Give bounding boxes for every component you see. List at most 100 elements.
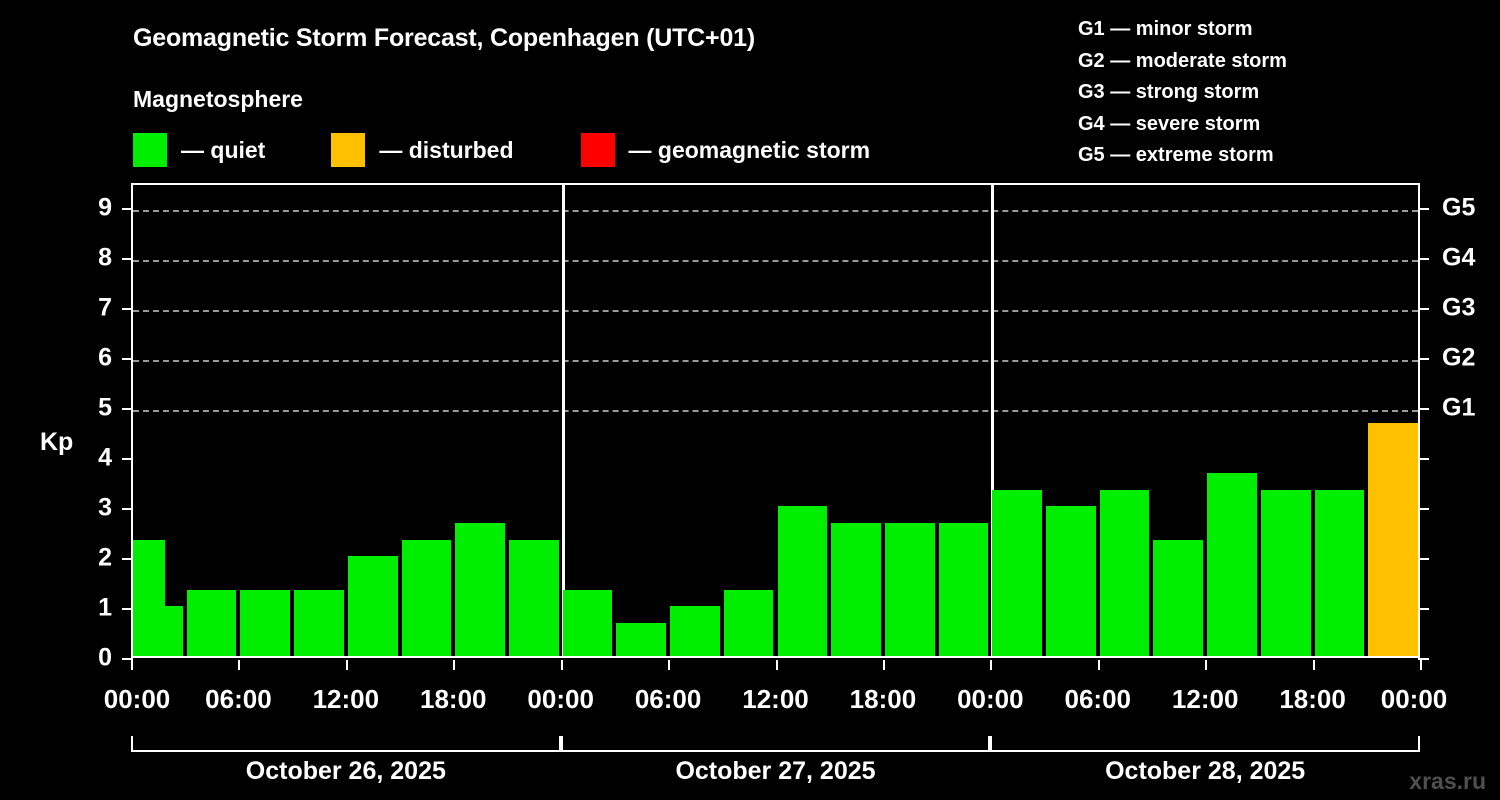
g-tick-mark-kp-0 <box>1418 658 1429 660</box>
x-tick-label-8: 00:00 <box>957 684 1024 714</box>
y-tick-mark-2 <box>122 558 133 560</box>
activity-legend: — quiet — disturbed — geomagnetic storm <box>133 132 870 168</box>
x-tick-mark-7 <box>882 660 885 670</box>
y-tick-mark-3 <box>122 508 133 510</box>
g-tick-mark-kp-6 <box>1418 358 1429 360</box>
x-tick-label-3: 18:00 <box>420 684 487 714</box>
legend-entry-quiet: — quiet <box>133 133 265 167</box>
bar-series <box>133 185 1418 656</box>
y-tick-label-3: 3 <box>98 493 112 522</box>
day-divider-2 <box>991 185 995 656</box>
g-tick-label-G4: G4 <box>1442 243 1476 272</box>
g-tick-mark-kp-8 <box>1418 258 1429 260</box>
g-tick-label-G5: G5 <box>1442 193 1476 222</box>
bar <box>133 606 183 656</box>
g-tick-label-G2: G2 <box>1442 343 1476 372</box>
x-tick-label-2: 12:00 <box>312 684 380 714</box>
x-tick-mark-3 <box>453 660 456 670</box>
day-bracket-2 <box>560 736 991 752</box>
page-title: Geomagnetic Storm Forecast, Copenhagen (… <box>133 24 755 52</box>
bar <box>1368 422 1418 656</box>
y-tick-label-9: 9 <box>98 193 112 222</box>
x-tick-mark-12 <box>1420 660 1422 670</box>
y-tick-label-0: 0 <box>98 643 112 672</box>
gscale-legend-row-5: G5 — extreme storm <box>1078 144 1274 166</box>
x-tick-label-5: 06:00 <box>634 684 702 714</box>
bar <box>992 489 1043 656</box>
bar <box>831 522 881 656</box>
y-tick-mark-0 <box>122 658 133 660</box>
y-tick-label-1: 1 <box>98 593 112 622</box>
x-tick-mark-5 <box>668 660 671 670</box>
x-tick-label-4: 00:00 <box>527 684 594 714</box>
gscale-legend-row-4: G4 — severe storm <box>1078 112 1261 135</box>
legend-entry-disturbed: — disturbed <box>331 133 514 167</box>
g-tick-label-G3: G3 <box>1442 293 1476 322</box>
bar <box>508 539 559 656</box>
g-tick-mark-kp-1 <box>1418 608 1429 610</box>
x-tick-mark-4 <box>560 660 563 670</box>
plot-area <box>131 183 1420 658</box>
bar <box>616 622 667 656</box>
g-tick-mark-kp-9 <box>1418 208 1429 210</box>
subsystem-label: Magnetosphere <box>133 86 303 112</box>
legend-entry-geomagnetic-storm: — geomagnetic storm <box>580 133 871 167</box>
y-tick-mark-9 <box>122 208 133 210</box>
bar <box>1153 539 1204 656</box>
bar <box>294 589 344 656</box>
legend-label: — disturbed <box>379 136 514 163</box>
bar <box>562 589 613 656</box>
day-caption-3: October 28, 2025 <box>1105 757 1306 785</box>
gridline-kp-7 <box>133 310 1418 312</box>
legend-label: — quiet <box>181 136 266 163</box>
g-tick-label-G1: G1 <box>1442 393 1476 422</box>
y-tick-label-6: 6 <box>98 343 112 372</box>
y-tick-mark-6 <box>122 358 133 360</box>
bar <box>670 606 720 656</box>
gscale-legend-row-1: G1 — minor storm <box>1078 18 1253 40</box>
bar <box>455 522 505 656</box>
watermark: xras.ru <box>1409 768 1486 794</box>
bar <box>186 589 237 656</box>
y-tick-label-5: 5 <box>98 393 112 422</box>
g-tick-mark-kp-3 <box>1418 508 1429 510</box>
x-tick-label-0: 00:00 <box>103 684 171 714</box>
bar <box>777 506 828 656</box>
x-tick-label-9: 06:00 <box>1064 684 1132 714</box>
bar <box>1099 489 1150 656</box>
g-tick-mark-kp-4 <box>1418 458 1429 460</box>
gridline-kp-5 <box>133 410 1418 412</box>
day-caption-1: October 26, 2025 <box>245 757 446 785</box>
day-bracket-3 <box>990 736 1420 752</box>
x-tick-label-7: 18:00 <box>849 684 917 714</box>
bar <box>1260 489 1311 656</box>
bar <box>1046 506 1096 656</box>
bar <box>1314 489 1365 656</box>
bar <box>1207 472 1257 656</box>
y-tick-mark-5 <box>122 408 133 410</box>
y-axis-label: Kp <box>40 428 74 456</box>
x-tick-label-6: 12:00 <box>742 684 809 714</box>
bar <box>938 522 989 656</box>
gscale-legend-row-3: G3 — strong storm <box>1078 81 1260 103</box>
y-tick-label-8: 8 <box>98 243 112 272</box>
gridline-kp-8 <box>133 260 1418 262</box>
gscale-legend-row-2: G2 — moderate storm <box>1078 49 1287 72</box>
x-tick-label-10: 12:00 <box>1171 684 1239 714</box>
x-tick-label-12: 00:00 <box>1380 684 1448 714</box>
x-tick-mark-6 <box>775 660 778 670</box>
g-tick-mark-kp-5 <box>1418 408 1429 410</box>
legend-swatch-geomagnetic-storm <box>580 133 615 167</box>
legend-label: — geomagnetic storm <box>628 136 871 163</box>
y-tick-label-7: 7 <box>98 293 112 322</box>
x-tick-mark-11 <box>1312 660 1315 670</box>
day-divider-1 <box>561 185 565 656</box>
bar <box>347 556 398 656</box>
x-tick-mark-0 <box>131 660 133 670</box>
bar <box>401 539 452 656</box>
day-bracket-1 <box>131 736 561 752</box>
x-tick-mark-9 <box>1097 660 1100 670</box>
bar <box>723 589 774 656</box>
gscale-legend: G1 — minor storm G2 — moderate storm G3 — … <box>1078 14 1287 172</box>
